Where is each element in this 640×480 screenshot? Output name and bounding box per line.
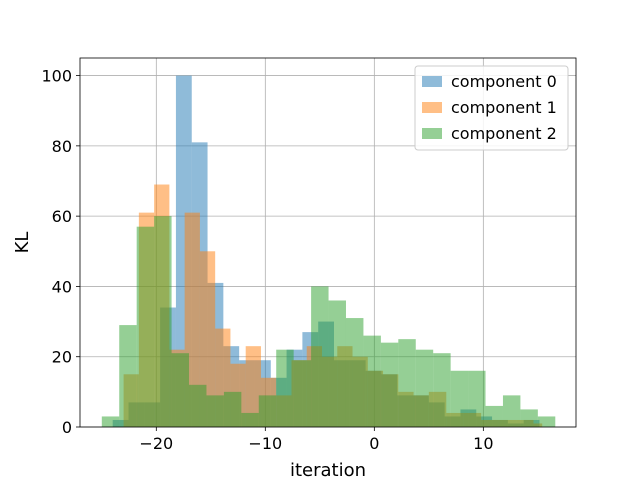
histogram-bar [276,349,294,427]
histogram-bar [189,384,207,427]
legend-swatch [422,76,442,87]
histogram-bar [154,216,172,427]
legend-swatch [422,102,442,113]
x-tick-label: −20 [139,434,173,453]
histogram-bar [415,349,434,427]
legend-label: component 0 [451,72,557,91]
y-axis-label: KL [12,232,33,254]
histogram-bar [520,409,538,427]
y-tick-label: 100 [41,67,72,86]
histogram-bar [380,342,399,427]
histogram-bar [119,325,137,427]
histogram-bar [101,416,120,427]
histogram-bar [450,370,469,427]
y-tick-label: 60 [52,207,72,226]
legend-box [414,65,569,151]
histogram-bar [223,391,242,427]
x-axis-label: iteration [290,460,366,480]
legend-swatch [422,128,442,139]
histogram-bars [101,75,556,428]
y-tick-label: 0 [62,418,72,437]
series-2-bars [101,216,556,427]
histogram-bar [433,353,451,427]
y-tick-label: 40 [52,277,72,296]
x-tick-label: 0 [369,434,379,453]
histogram-bar [363,335,381,427]
histogram-bar [136,226,155,427]
legend-label: component 1 [451,98,557,117]
histogram-bar [245,346,261,427]
histogram-bar [485,405,503,427]
histogram-bar [258,395,277,427]
histogram-bar [537,416,556,427]
histogram-bar [241,412,259,427]
histogram-bar [328,300,346,427]
y-tick-label: 80 [52,137,72,156]
histogram-bar [311,286,329,427]
histogram-bar [293,360,312,427]
x-tick-label: −10 [248,434,282,453]
histogram-bar [502,395,521,427]
histogram-bar [199,251,216,427]
y-tick-label: 20 [52,348,72,367]
legend-label: component 2 [451,124,557,143]
histogram-bar [171,353,190,427]
legend: component 0 component 1 component 2 [414,65,569,151]
histogram-bar [206,395,224,427]
histogram-bar [345,318,364,427]
histogram-bar [398,339,416,427]
plot-frame [79,57,577,428]
x-tick-label: 10 [473,434,493,453]
histogram-bar [468,370,486,427]
